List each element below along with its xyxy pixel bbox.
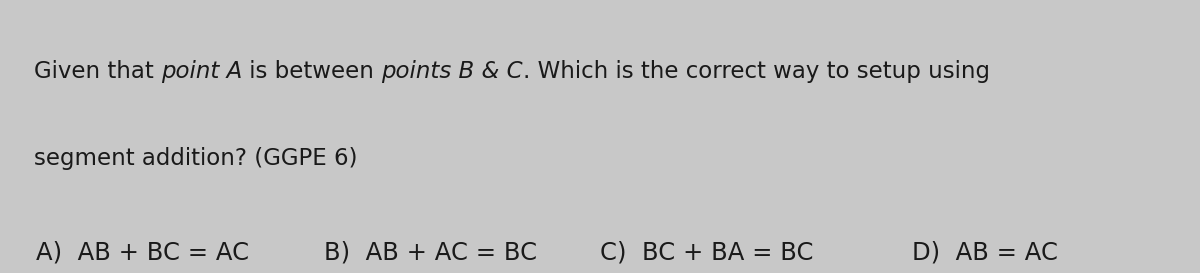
Text: is between: is between: [242, 60, 380, 83]
Text: segment addition? (GGPE 6): segment addition? (GGPE 6): [34, 147, 358, 170]
Text: A)  AB + BC = AC: A) AB + BC = AC: [36, 240, 250, 264]
Text: point A: point A: [161, 60, 242, 83]
Text: Given that: Given that: [34, 60, 161, 83]
Text: B)  AB + AC = BC: B) AB + AC = BC: [324, 240, 538, 264]
Text: . Which is the correct way to setup using: . Which is the correct way to setup usin…: [522, 60, 990, 83]
Text: D)  AB = AC: D) AB = AC: [912, 240, 1058, 264]
Text: points B & C: points B & C: [380, 60, 522, 83]
Text: C)  BC + BA = BC: C) BC + BA = BC: [600, 240, 814, 264]
